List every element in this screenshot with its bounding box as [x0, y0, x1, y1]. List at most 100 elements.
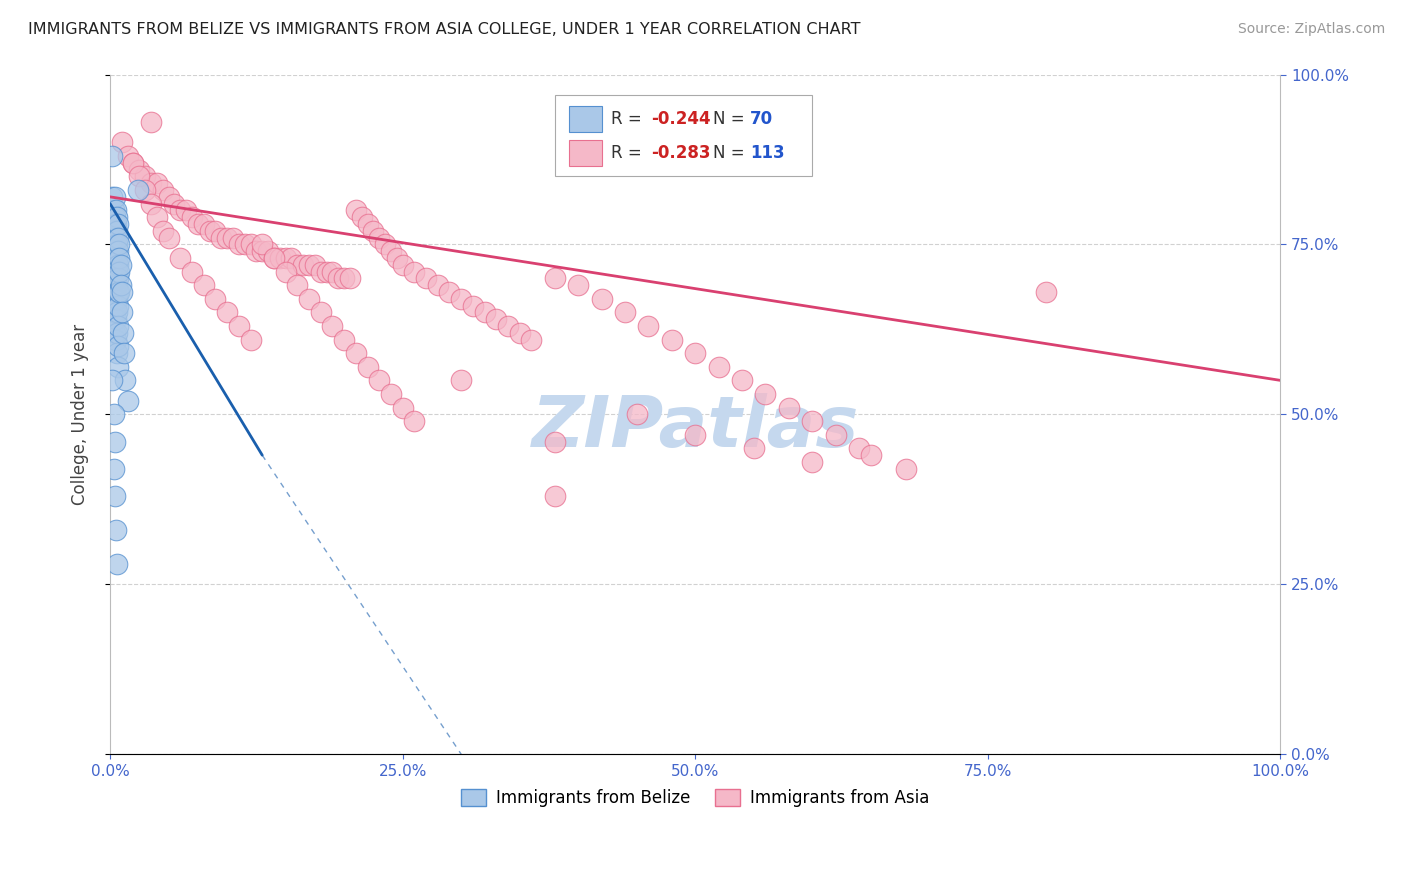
Point: [107, 299, 129, 313]
Text: N =: N =: [713, 145, 749, 162]
Point: [250, 237, 273, 252]
Y-axis label: College, Under 1 year: College, Under 1 year: [72, 324, 89, 505]
Point: [328, 271, 350, 285]
Point: [104, 211, 127, 225]
Point: [107, 230, 129, 244]
Point: [233, 237, 256, 252]
Point: [104, 312, 127, 326]
Point: [404, 265, 426, 279]
Point: [101, 190, 124, 204]
Point: [103, 258, 125, 272]
Point: [127, 183, 149, 197]
Point: [104, 434, 127, 449]
Point: [274, 265, 297, 279]
Point: [105, 557, 128, 571]
Point: [298, 292, 321, 306]
Text: -0.244: -0.244: [651, 111, 710, 128]
Text: -0.283: -0.283: [651, 145, 710, 162]
Point: [111, 326, 134, 340]
Point: [356, 217, 378, 231]
Point: [114, 373, 136, 387]
Point: [105, 278, 128, 293]
Point: [122, 156, 145, 170]
Text: Source: ZipAtlas.com: Source: ZipAtlas.com: [1237, 22, 1385, 37]
Point: [101, 149, 124, 163]
Point: [509, 326, 531, 340]
Point: [111, 305, 134, 319]
Point: [859, 448, 882, 462]
Point: [228, 237, 250, 252]
Point: [848, 442, 870, 456]
Point: [146, 176, 169, 190]
Point: [107, 359, 129, 374]
Point: [104, 244, 127, 259]
Point: [217, 305, 239, 319]
Point: [239, 237, 262, 252]
Point: [380, 244, 402, 259]
Point: [112, 346, 135, 360]
Point: [104, 285, 127, 299]
Point: [380, 387, 402, 401]
Point: [105, 346, 128, 360]
Point: [187, 217, 209, 231]
Point: [107, 244, 129, 259]
Point: [257, 244, 280, 259]
Bar: [555, 95, 813, 177]
Text: R =: R =: [612, 111, 647, 128]
Point: [292, 258, 315, 272]
Point: [374, 237, 396, 252]
Text: R =: R =: [612, 145, 647, 162]
Point: [139, 115, 162, 129]
Point: [485, 312, 508, 326]
Point: [157, 230, 180, 244]
Point: [439, 285, 461, 299]
Point: [250, 244, 273, 259]
Point: [683, 427, 706, 442]
Point: [104, 230, 127, 244]
Point: [385, 251, 408, 265]
Point: [104, 292, 127, 306]
Point: [222, 230, 245, 244]
Point: [707, 359, 730, 374]
Point: [103, 305, 125, 319]
Point: [626, 408, 648, 422]
Point: [544, 489, 567, 503]
Text: N =: N =: [713, 111, 749, 128]
Point: [104, 305, 127, 319]
Text: ZIPatlas: ZIPatlas: [531, 393, 859, 462]
Point: [637, 318, 659, 333]
Point: [496, 318, 519, 333]
Point: [103, 271, 125, 285]
Point: [415, 271, 437, 285]
Point: [426, 278, 449, 293]
Point: [157, 190, 180, 204]
Point: [824, 427, 846, 442]
Point: [103, 244, 125, 259]
Point: [333, 333, 356, 347]
Point: [344, 203, 367, 218]
Point: [152, 224, 174, 238]
Point: [683, 346, 706, 360]
Point: [801, 414, 824, 428]
Point: [544, 434, 567, 449]
Point: [105, 305, 128, 319]
Point: [103, 408, 125, 422]
Point: [107, 339, 129, 353]
Point: [181, 265, 204, 279]
Point: [103, 285, 125, 299]
Point: [333, 271, 356, 285]
Point: [304, 258, 326, 272]
Point: [209, 230, 232, 244]
Point: [104, 190, 127, 204]
Point: [174, 203, 197, 218]
Point: [309, 265, 332, 279]
Point: [110, 258, 132, 272]
Bar: [569, 140, 602, 166]
Point: [108, 285, 131, 299]
Point: [298, 258, 321, 272]
Point: [104, 265, 127, 279]
Point: [217, 230, 239, 244]
Point: [128, 162, 150, 177]
Point: [139, 176, 162, 190]
Point: [614, 305, 637, 319]
